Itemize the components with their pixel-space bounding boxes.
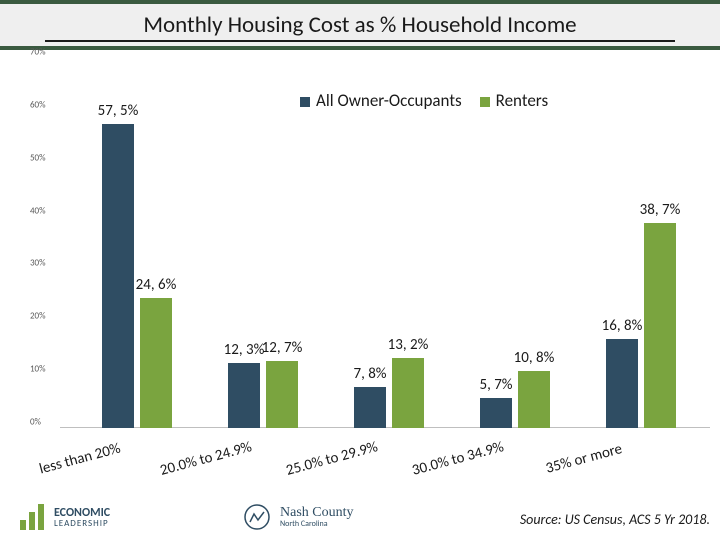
- bar-label-owners: 57, 5%: [98, 102, 139, 120]
- bars-icon: [18, 502, 48, 532]
- logo-nash-line2: North Carolina: [280, 520, 354, 528]
- bar-label-owners: 12, 3%: [224, 341, 265, 359]
- bar-owners: [102, 124, 134, 428]
- y-tick: 20%: [30, 311, 46, 322]
- bar-label-owners: 7, 8%: [353, 365, 386, 383]
- seal-icon: [240, 502, 274, 532]
- bar-owners: [228, 363, 260, 428]
- y-tick: 40%: [30, 205, 46, 216]
- bar-renters: [644, 223, 676, 428]
- chart-title-bar: Monthly Housing Cost as % Household Inco…: [0, 0, 720, 50]
- x-label: 20.0% to 24.9%: [158, 438, 254, 480]
- bar-label-owners: 5, 7%: [479, 376, 512, 394]
- x-label: 25.0% to 29.9%: [284, 438, 380, 480]
- title-underline: [45, 40, 675, 42]
- x-axis-labels: less than 20% 20.0% to 24.9% 25.0% to 29.9…: [30, 428, 710, 478]
- y-tick: 30%: [30, 258, 46, 269]
- plot-area: All Owner-Occupants Renters 57, 5%24, 6%…: [60, 58, 710, 428]
- bar-owners: [606, 339, 638, 428]
- bar-group: 7, 8%13, 2%: [332, 58, 452, 428]
- bar-group: 5, 7%10, 8%: [458, 58, 578, 428]
- bar-label-renters: 24, 6%: [136, 276, 177, 294]
- y-tick: 10%: [30, 364, 46, 375]
- x-label: 30.0% to 34.9%: [410, 438, 506, 480]
- logo-nash-line1: Nash County: [280, 506, 354, 520]
- x-label: 35% or more: [544, 440, 624, 478]
- bar-label-renters: 13, 2%: [388, 336, 429, 354]
- bar-label-owners: 16, 8%: [602, 317, 643, 335]
- x-label: less than 20%: [37, 440, 122, 479]
- bar-owners: [354, 387, 386, 428]
- logo-econ-line1: ECONOMIC: [54, 507, 110, 519]
- chart-area: 0%10%20%30%40%50%60%70% All Owner-Occupa…: [30, 58, 710, 428]
- y-axis: 0%10%20%30%40%50%60%70%: [30, 58, 60, 428]
- logo-nash-county: Nash County North Carolina: [240, 502, 354, 532]
- chart-title: Monthly Housing Cost as % Household Inco…: [143, 11, 576, 39]
- y-tick: 60%: [30, 99, 46, 110]
- source-text: Source: US Census, ACS 5 Yr 2018.: [520, 511, 710, 528]
- bar-owners: [480, 398, 512, 428]
- bar-renters: [518, 371, 550, 428]
- y-tick: 0%: [30, 417, 41, 428]
- bar-renters: [266, 361, 298, 428]
- y-tick: 70%: [30, 47, 46, 58]
- logo-economic-leadership: ECONOMIC LEADERSHIP: [18, 502, 110, 532]
- y-tick: 50%: [30, 152, 46, 163]
- bar-group: 12, 3%12, 7%: [206, 58, 326, 428]
- bar-group: 16, 8% 38, 7%: [584, 58, 704, 428]
- bar-label-renters: 38, 7%: [640, 201, 681, 219]
- footer: ECONOMIC LEADERSHIP Nash County North Ca…: [0, 484, 720, 540]
- logo-econ-line2: LEADERSHIP: [54, 519, 110, 528]
- bar-renters: [140, 298, 172, 428]
- bar-label-renters: 10, 8%: [514, 349, 555, 367]
- bar-group: 57, 5% 24, 6%: [80, 58, 200, 428]
- bar-label-renters: 12, 7%: [262, 339, 303, 357]
- bar-renters: [392, 358, 424, 428]
